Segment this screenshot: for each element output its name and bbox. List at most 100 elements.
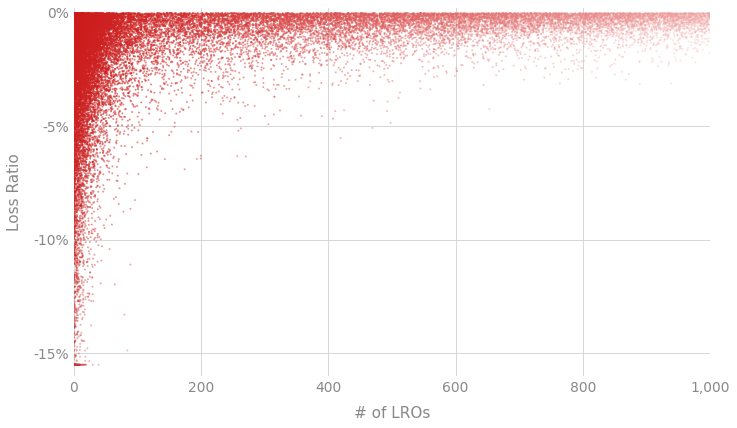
Point (499, 41, 511, 48)
Point (118, 71, 130, 77)
Point (92, 188, 104, 195)
Point (71, 65, 83, 71)
Point (242, 13, 254, 20)
Point (85, 20, 97, 27)
Point (89, 13, 101, 20)
Point (592, 10, 604, 17)
Point (474, 14, 486, 21)
Point (75, 12, 87, 18)
Point (296, 74, 307, 81)
Point (82, 58, 94, 65)
Point (434, 30, 446, 37)
Point (232, 15, 244, 21)
Point (86, 55, 98, 62)
Point (566, 19, 578, 26)
Point (105, 20, 116, 27)
Point (533, 42, 545, 48)
Point (220, 12, 231, 18)
Point (685, 15, 697, 21)
Point (80, 97, 92, 104)
Point (69, 12, 80, 19)
Point (615, 20, 626, 27)
Point (69, 60, 80, 67)
Point (213, 13, 225, 20)
Point (260, 16, 272, 23)
Point (91, 65, 103, 72)
Point (286, 16, 298, 23)
Point (506, 16, 517, 23)
Point (71, 101, 83, 108)
Point (86, 27, 98, 34)
Point (83, 48, 94, 55)
Point (262, 18, 274, 25)
Point (83, 39, 94, 46)
Point (511, 18, 523, 25)
Point (136, 78, 148, 85)
Point (455, 9, 467, 16)
Point (628, 13, 640, 20)
Point (524, 15, 536, 22)
Point (71, 124, 83, 131)
Point (91, 14, 103, 21)
Point (70, 361, 82, 368)
Point (304, 18, 315, 25)
Point (500, 14, 512, 21)
Point (311, 10, 323, 17)
Point (671, 20, 683, 27)
Point (88, 61, 99, 68)
Point (553, 10, 565, 17)
Point (101, 71, 113, 78)
Point (75, 12, 87, 18)
Point (74, 298, 85, 305)
Point (681, 25, 693, 32)
Point (103, 139, 115, 146)
Point (497, 49, 509, 56)
Point (69, 45, 80, 52)
Point (84, 21, 96, 28)
Point (88, 45, 99, 52)
Point (371, 18, 383, 24)
Point (111, 56, 122, 63)
Point (80, 114, 91, 121)
Point (703, 12, 715, 19)
Point (75, 20, 87, 27)
Point (74, 46, 85, 53)
Point (69, 35, 80, 42)
Point (69, 74, 81, 81)
Point (262, 20, 273, 27)
Point (613, 41, 625, 48)
Point (384, 48, 396, 54)
Point (115, 72, 127, 79)
Point (281, 29, 293, 36)
Point (595, 28, 607, 35)
Point (71, 86, 83, 93)
Point (413, 17, 425, 24)
Point (266, 10, 278, 17)
Point (83, 89, 95, 95)
Point (92, 20, 104, 27)
Point (561, 13, 573, 20)
Point (75, 12, 87, 18)
Point (78, 60, 90, 67)
Point (77, 215, 88, 222)
Point (90, 48, 102, 55)
Point (99, 20, 111, 27)
Point (704, 10, 716, 17)
Point (466, 18, 478, 25)
Point (89, 25, 101, 32)
Point (541, 17, 553, 24)
Point (92, 22, 104, 29)
Point (80, 51, 91, 58)
Point (74, 33, 86, 39)
Point (98, 67, 110, 74)
Point (83, 18, 94, 24)
Point (133, 16, 144, 23)
Point (72, 166, 84, 172)
Point (89, 55, 101, 62)
Point (86, 38, 98, 45)
Point (141, 12, 153, 19)
Point (149, 27, 161, 33)
Point (471, 30, 483, 37)
Point (144, 53, 156, 60)
Point (635, 15, 646, 22)
